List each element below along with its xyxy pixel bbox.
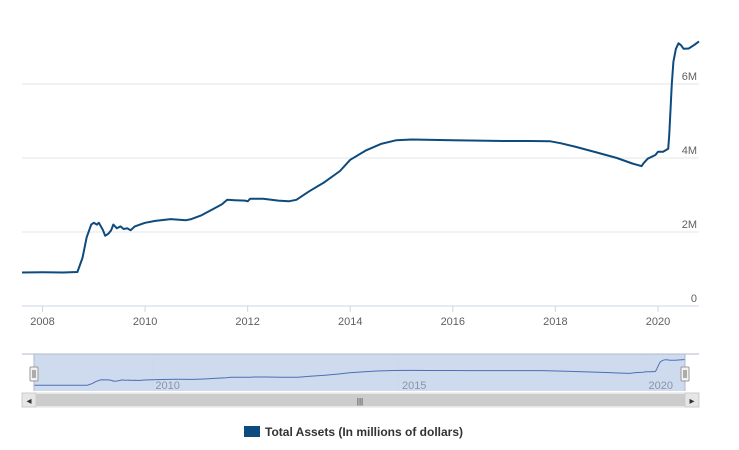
y-tick-label: 2M [682, 219, 697, 231]
navigator-right-handle[interactable] [680, 366, 690, 382]
x-tick-label: 2016 [441, 316, 465, 328]
navigator-tick-label: 2020 [649, 380, 673, 392]
x-tick-label: 2012 [235, 316, 259, 328]
y-tick-label: 4M [682, 145, 697, 157]
legend-label[interactable]: Total Assets (In millions of dollars) [265, 425, 463, 439]
x-tick-label: 2008 [30, 316, 54, 328]
scroll-left-arrow-icon: ◂ [26, 396, 31, 407]
scrollbar-left-button[interactable] [21, 392, 37, 408]
x-tick-label: 2014 [338, 316, 362, 328]
x-tick-label: 2010 [133, 316, 157, 328]
legend[interactable]: Total Assets (In millions of dollars) [244, 425, 463, 439]
scroll-right-arrow-icon: ▸ [689, 396, 694, 407]
scrollbar[interactable]: ◂ ▸ ||| [21, 392, 700, 408]
main-plot: 0 2M 4M 6M 2008 2010 2012 2014 2016 2018 2020 [21, 40, 700, 328]
legend-swatch[interactable] [244, 426, 260, 437]
navigator[interactable]: 2010 2015 2020 [22, 353, 699, 392]
scrollbar-thumb[interactable] [36, 394, 685, 406]
y-tick-label: 0 [691, 293, 697, 305]
scrollbar-right-button[interactable] [684, 392, 700, 408]
series-line-total-assets[interactable] [21, 40, 700, 274]
x-tick-label: 2018 [543, 316, 567, 328]
y-tick-label: 6M [682, 71, 697, 83]
navigator-left-handle[interactable] [29, 366, 39, 382]
navigator-tick-label: 2010 [155, 380, 179, 392]
scroll-thumb-grip-icon: ||| [357, 397, 363, 406]
navigator-tick-label: 2015 [402, 380, 426, 392]
navigator-series-line [33, 359, 686, 386]
x-tick-label: 2020 [646, 316, 670, 328]
